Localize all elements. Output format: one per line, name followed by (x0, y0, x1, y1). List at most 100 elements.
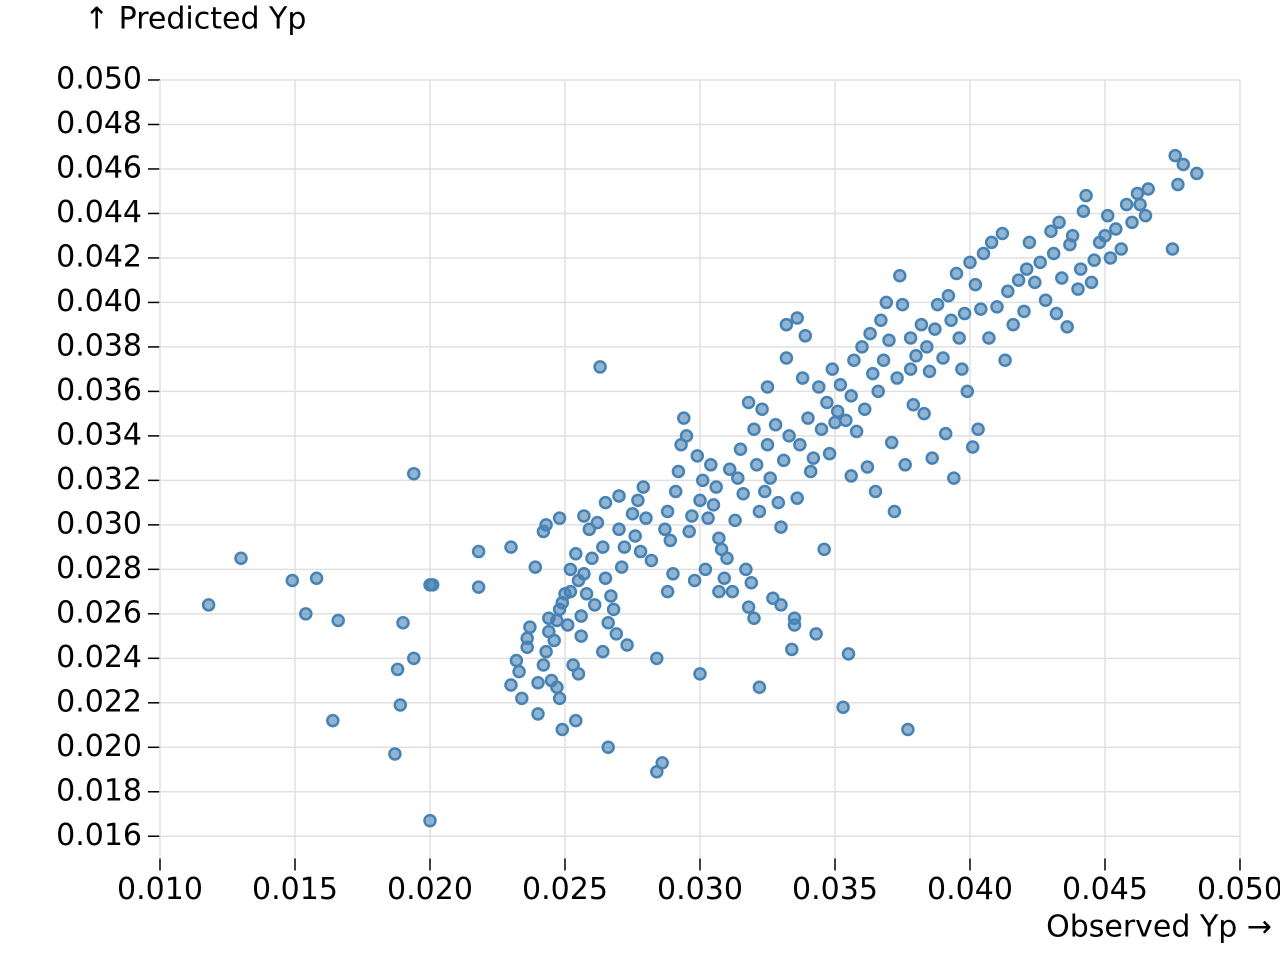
point (660, 584, 675, 599)
y-tick-label: 0.022 (56, 684, 142, 719)
point (285, 573, 300, 588)
point (760, 438, 775, 452)
point (955, 362, 969, 376)
point (898, 458, 912, 472)
point (974, 302, 988, 316)
point (509, 653, 524, 668)
point (847, 353, 861, 368)
x-axis-label: Observed Yp → (1046, 910, 1272, 945)
point (550, 613, 564, 628)
point (968, 277, 983, 292)
point (782, 429, 796, 443)
point (822, 446, 837, 461)
point (234, 551, 248, 565)
point (1028, 275, 1042, 290)
point (639, 511, 653, 525)
point (952, 331, 966, 345)
point (612, 489, 626, 503)
point (760, 380, 775, 394)
point (857, 402, 872, 416)
point (1103, 251, 1118, 265)
y-tick-label: 0.040 (56, 284, 142, 319)
y-tick-label: 0.032 (56, 462, 142, 497)
point (712, 531, 726, 545)
point (758, 484, 772, 499)
point (884, 435, 899, 450)
y-tick-label: 0.036 (56, 373, 142, 408)
y-tick-label: 0.024 (56, 640, 142, 675)
point (596, 644, 610, 659)
point (785, 642, 799, 657)
point (882, 333, 896, 347)
point (914, 317, 929, 332)
point (1168, 148, 1182, 163)
point (552, 691, 567, 706)
point (571, 667, 586, 681)
point (790, 491, 804, 505)
point (941, 289, 956, 303)
point (655, 756, 669, 770)
point (722, 462, 737, 476)
point (1001, 284, 1015, 299)
point (299, 607, 313, 621)
point (779, 317, 794, 332)
point (863, 326, 877, 341)
point (709, 480, 723, 494)
y-tick-label: 0.044 (56, 195, 142, 230)
point (1109, 222, 1123, 236)
point (752, 504, 767, 519)
point (671, 464, 686, 479)
point (833, 377, 848, 392)
point (547, 633, 561, 648)
point (536, 658, 551, 672)
point (1138, 208, 1153, 223)
x-tick-label: 0.020 (387, 872, 473, 907)
point (790, 311, 804, 325)
point (717, 571, 732, 585)
point (728, 513, 742, 528)
point (741, 395, 756, 410)
point (917, 406, 931, 421)
point (828, 415, 842, 430)
point (957, 306, 972, 321)
point (552, 511, 567, 525)
point (423, 813, 437, 828)
point (755, 402, 769, 416)
point (636, 480, 651, 494)
point (425, 578, 440, 592)
point (936, 351, 950, 365)
point (390, 662, 405, 677)
point (1060, 320, 1074, 334)
point (747, 422, 761, 436)
point (471, 544, 486, 559)
point (687, 573, 702, 588)
point (695, 473, 710, 488)
point (744, 575, 759, 590)
point (855, 340, 869, 354)
x-tick-label: 0.025 (522, 872, 608, 907)
point (752, 680, 767, 694)
point (693, 667, 707, 681)
point (774, 598, 788, 612)
point (550, 680, 564, 694)
point (574, 609, 588, 623)
point (982, 331, 996, 345)
point (736, 486, 750, 501)
x-tick-label: 0.030 (657, 872, 743, 907)
point (820, 395, 834, 410)
point (1190, 166, 1204, 181)
point (779, 351, 794, 365)
point (539, 518, 553, 532)
point (1033, 255, 1047, 270)
point (1049, 306, 1064, 321)
point (663, 533, 678, 548)
point (903, 331, 918, 345)
point (841, 647, 856, 661)
point (1044, 224, 1058, 239)
x-tick-label: 0.035 (792, 872, 878, 907)
point (920, 340, 934, 354)
point (407, 651, 421, 666)
x-tick-label: 0.010 (117, 872, 203, 907)
point (803, 464, 818, 479)
x-tick-label: 0.050 (1197, 872, 1280, 907)
